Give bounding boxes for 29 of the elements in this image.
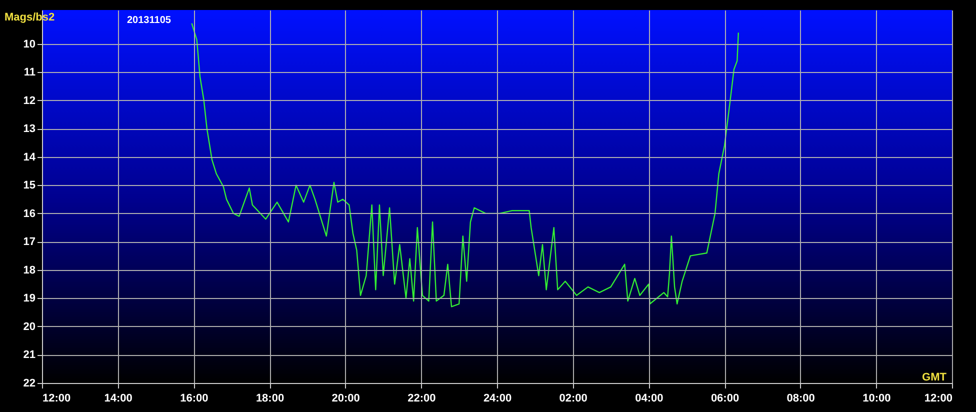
y-tick-label: 10 (23, 38, 36, 50)
y-tick-label: 12 (23, 94, 36, 107)
annotation: 20131105 (127, 15, 172, 26)
y-tick-label: 17 (23, 236, 36, 248)
y-tick-label: 14 (23, 151, 36, 164)
y-tick-label: 19 (23, 292, 36, 305)
y-tick-label: 15 (23, 180, 36, 192)
x-tick-label: 02:00 (559, 392, 588, 404)
x-tick-label: 12:00 (42, 392, 71, 404)
y-tick-label: 11 (24, 66, 36, 79)
line-series (191, 22, 740, 308)
x-tick-label: 22:00 (408, 392, 436, 404)
x-tick-label: 06:00 (710, 392, 740, 404)
y-tick-label: 16 (23, 208, 36, 220)
y-tick-label: 22 (23, 378, 36, 390)
y-tick-label: 20 (23, 320, 36, 333)
x-tick-label: 10:00 (862, 392, 891, 404)
x-tick-label: 18:00 (256, 392, 284, 404)
x-tick-label: 24:00 (483, 392, 512, 404)
x-tick-label: 04:00 (635, 392, 664, 404)
y-tick-label: 21 (23, 349, 36, 362)
x-axis-title: GMT (922, 372, 947, 384)
x-tick-label: 20:00 (332, 392, 360, 404)
x-tick-label: 16:00 (180, 392, 208, 404)
y-tick-label: 13 (23, 123, 36, 136)
x-tick-label: 12:00 (924, 392, 952, 404)
x-tick-label: 08:00 (786, 392, 815, 404)
y-tick-label: 18 (23, 264, 36, 276)
x-tick-label: 14:00 (104, 392, 132, 404)
